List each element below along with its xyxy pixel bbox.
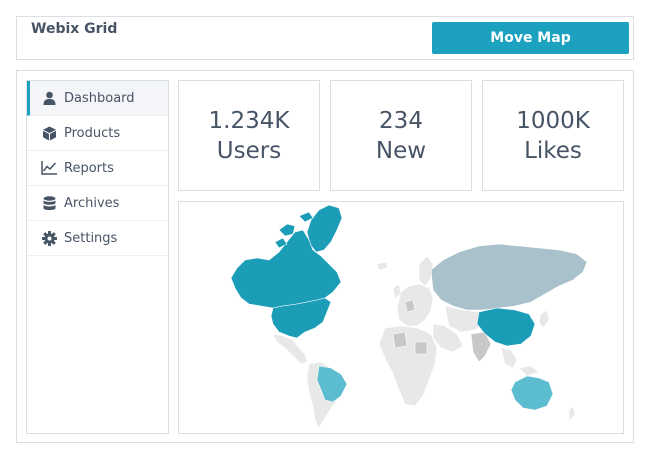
stat-card-users: 1.234K Users bbox=[178, 80, 320, 191]
sidebar-item-products[interactable]: Products bbox=[27, 116, 168, 151]
database-icon bbox=[41, 195, 57, 211]
map-united-states[interactable] bbox=[270, 297, 332, 339]
stat-card-new: 234 New bbox=[330, 80, 472, 191]
sidebar-item-label: Settings bbox=[64, 230, 118, 246]
cube-icon bbox=[41, 125, 57, 141]
map-scandinavia[interactable] bbox=[418, 255, 434, 287]
stat-value: 1000K bbox=[516, 107, 590, 134]
map-canada[interactable] bbox=[230, 229, 342, 309]
stat-card-likes: 1000K Likes bbox=[482, 80, 624, 191]
map-middle-east[interactable] bbox=[432, 323, 464, 353]
sidebar-item-reports[interactable]: Reports bbox=[27, 151, 168, 186]
user-icon bbox=[41, 90, 57, 106]
map-gray-europe[interactable] bbox=[404, 299, 416, 313]
map-uk[interactable] bbox=[376, 261, 402, 299]
main-panel: Dashboard Products Reports Archives Sett… bbox=[16, 70, 634, 443]
stat-value: 1.234K bbox=[208, 107, 290, 134]
map-new-zealand[interactable] bbox=[568, 405, 576, 423]
stat-label: New bbox=[375, 137, 427, 164]
map-brazil[interactable] bbox=[316, 365, 348, 403]
sidebar-item-label: Archives bbox=[64, 195, 120, 211]
world-map[interactable] bbox=[178, 201, 624, 434]
map-africa-gray-1[interactable] bbox=[392, 331, 408, 349]
stat-label: Likes bbox=[524, 137, 582, 164]
map-europe[interactable] bbox=[396, 283, 434, 327]
sidebar-item-label: Products bbox=[64, 125, 121, 141]
sidebar-item-dashboard[interactable]: Dashboard bbox=[27, 81, 168, 116]
stat-value: 234 bbox=[379, 107, 423, 134]
map-russia[interactable] bbox=[430, 243, 588, 311]
sidebar-menu: Dashboard Products Reports Archives Sett… bbox=[26, 80, 169, 434]
map-china[interactable] bbox=[476, 307, 536, 347]
sidebar-item-settings[interactable]: Settings bbox=[27, 221, 168, 256]
stat-label: Users bbox=[216, 137, 282, 164]
map-japan[interactable] bbox=[538, 309, 550, 329]
app-title: Webix Grid bbox=[31, 21, 118, 37]
sidebar-item-label: Dashboard bbox=[64, 90, 135, 106]
map-southeast-asia[interactable] bbox=[500, 347, 540, 377]
map-australia[interactable] bbox=[510, 375, 554, 411]
sidebar-item-label: Reports bbox=[64, 160, 114, 176]
header-toolbar: Webix Grid Move Map bbox=[16, 16, 634, 60]
world-map-svg bbox=[230, 204, 588, 429]
map-greenland[interactable] bbox=[306, 204, 343, 253]
map-mexico[interactable] bbox=[272, 333, 308, 365]
line-chart-icon bbox=[41, 160, 57, 176]
sidebar-item-archives[interactable]: Archives bbox=[27, 186, 168, 221]
map-arctic-islands[interactable] bbox=[274, 211, 314, 249]
move-map-button[interactable]: Move Map bbox=[432, 22, 629, 54]
map-africa-gray-2[interactable] bbox=[414, 341, 428, 355]
map-africa[interactable] bbox=[378, 325, 438, 407]
gear-icon bbox=[41, 230, 57, 246]
